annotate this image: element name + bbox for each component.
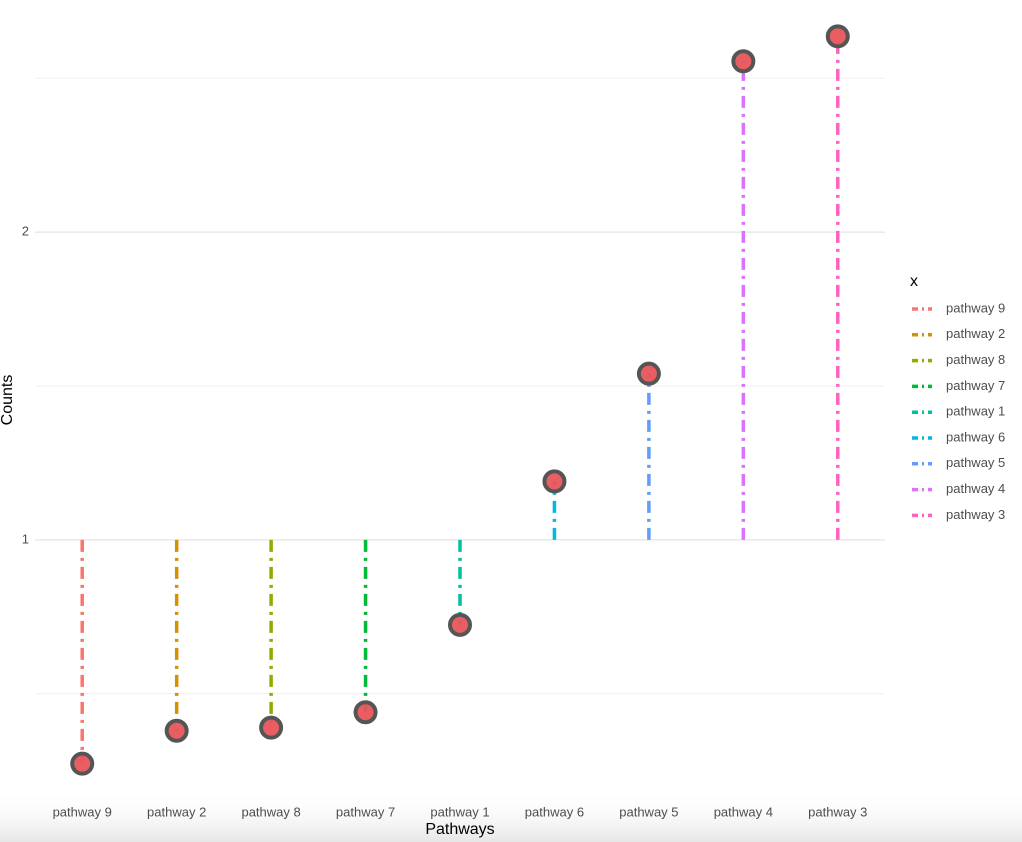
y-axis-title: Counts [0,375,16,426]
x-tick-label: pathway 2 [147,804,206,819]
point [448,612,472,637]
point [70,751,95,776]
bottom-shade [0,790,1022,842]
point [825,24,850,49]
point [353,700,378,725]
x-tick-label: pathway 5 [619,804,678,819]
x-tick-label: pathway 3 [808,804,867,819]
x-tick-label: pathway 4 [714,804,773,819]
legend-title: x [910,273,918,290]
x-tick-label: pathway 7 [336,804,395,819]
legend-label: pathway 8 [946,352,1005,367]
legend-label: pathway 1 [946,404,1005,419]
y-tick-label: 2 [22,224,29,239]
point [636,361,661,386]
legend-label: pathway 6 [946,429,1005,444]
x-tick-label: pathway 1 [430,804,489,819]
x-axis-title: Pathways [425,821,494,838]
point [259,715,284,740]
point [731,49,756,74]
x-tick-label: pathway 9 [53,804,112,819]
legend-label: pathway 2 [946,326,1005,341]
legend-label: pathway 4 [946,481,1005,496]
point [542,469,567,494]
x-tick-label: pathway 8 [241,804,300,819]
legend-label: pathway 9 [946,300,1005,315]
legend-label: pathway 7 [946,378,1005,393]
point [164,718,189,743]
legend-label: pathway 3 [946,507,1005,522]
legend-label: pathway 5 [946,455,1005,470]
y-tick-label: 1 [22,531,29,546]
x-tick-label: pathway 6 [525,804,584,819]
